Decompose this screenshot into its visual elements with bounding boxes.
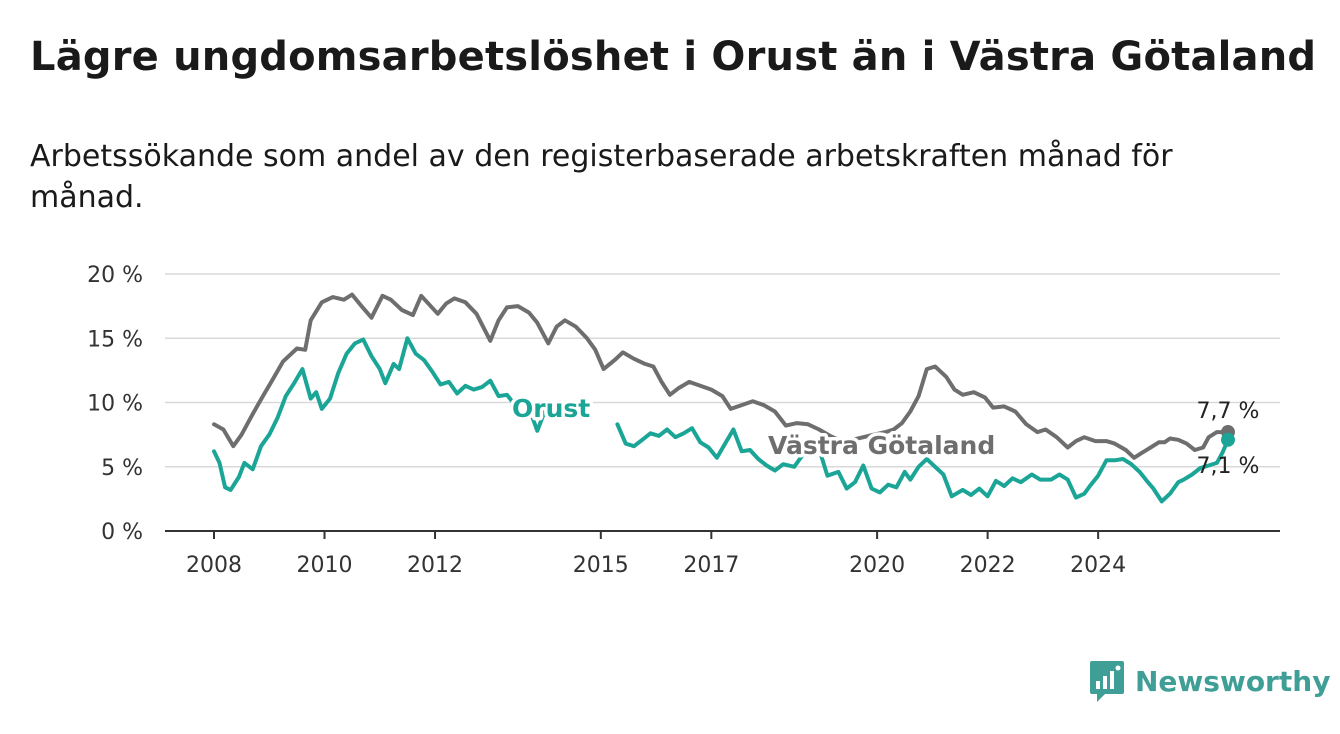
x-tick-label: 2022 bbox=[960, 553, 1016, 578]
series-label-orust: Orust bbox=[512, 394, 590, 423]
series-label-vastra-gotaland-halo: Västra Götaland bbox=[768, 431, 995, 460]
chart-title: Lägre ungdomsarbetslöshet i Orust än i V… bbox=[30, 34, 1317, 80]
series-line-v-stra-g-taland bbox=[212, 292, 1230, 460]
end-point-orust bbox=[1221, 432, 1235, 447]
series-line-orust bbox=[212, 336, 1230, 504]
end-label-orust: 7,1 % bbox=[1197, 454, 1260, 479]
chart-subtitle: Arbetssökande som andel av den registerb… bbox=[30, 139, 1173, 215]
y-tick-label: 5 % bbox=[101, 456, 143, 481]
y-tick-label: 0 % bbox=[101, 520, 143, 545]
x-tick-label: 2012 bbox=[407, 553, 463, 578]
y-tick-label: 10 % bbox=[87, 392, 143, 417]
x-tick-label: 2024 bbox=[1070, 553, 1126, 578]
y-tick-label: 15 % bbox=[87, 327, 143, 352]
newsworthy-logo: Newsworthy bbox=[1089, 659, 1330, 703]
x-tick-label: 2017 bbox=[683, 553, 739, 578]
newsworthy-logo-text: Newsworthy bbox=[1135, 664, 1331, 698]
series-label-orust-halo: Orust bbox=[512, 394, 590, 423]
newsworthy-logo-icon bbox=[1090, 661, 1124, 702]
series-label-vastra-gotaland: Västra Götaland bbox=[768, 431, 995, 460]
x-tick-label: 2015 bbox=[573, 553, 629, 578]
x-tick-label: 2020 bbox=[849, 553, 905, 578]
x-tick-label: 2008 bbox=[186, 553, 242, 578]
y-tick-label: 20 % bbox=[87, 263, 143, 288]
end-label-vastra-gotaland: 7,7 % bbox=[1197, 399, 1260, 424]
x-tick-label: 2010 bbox=[297, 553, 353, 578]
